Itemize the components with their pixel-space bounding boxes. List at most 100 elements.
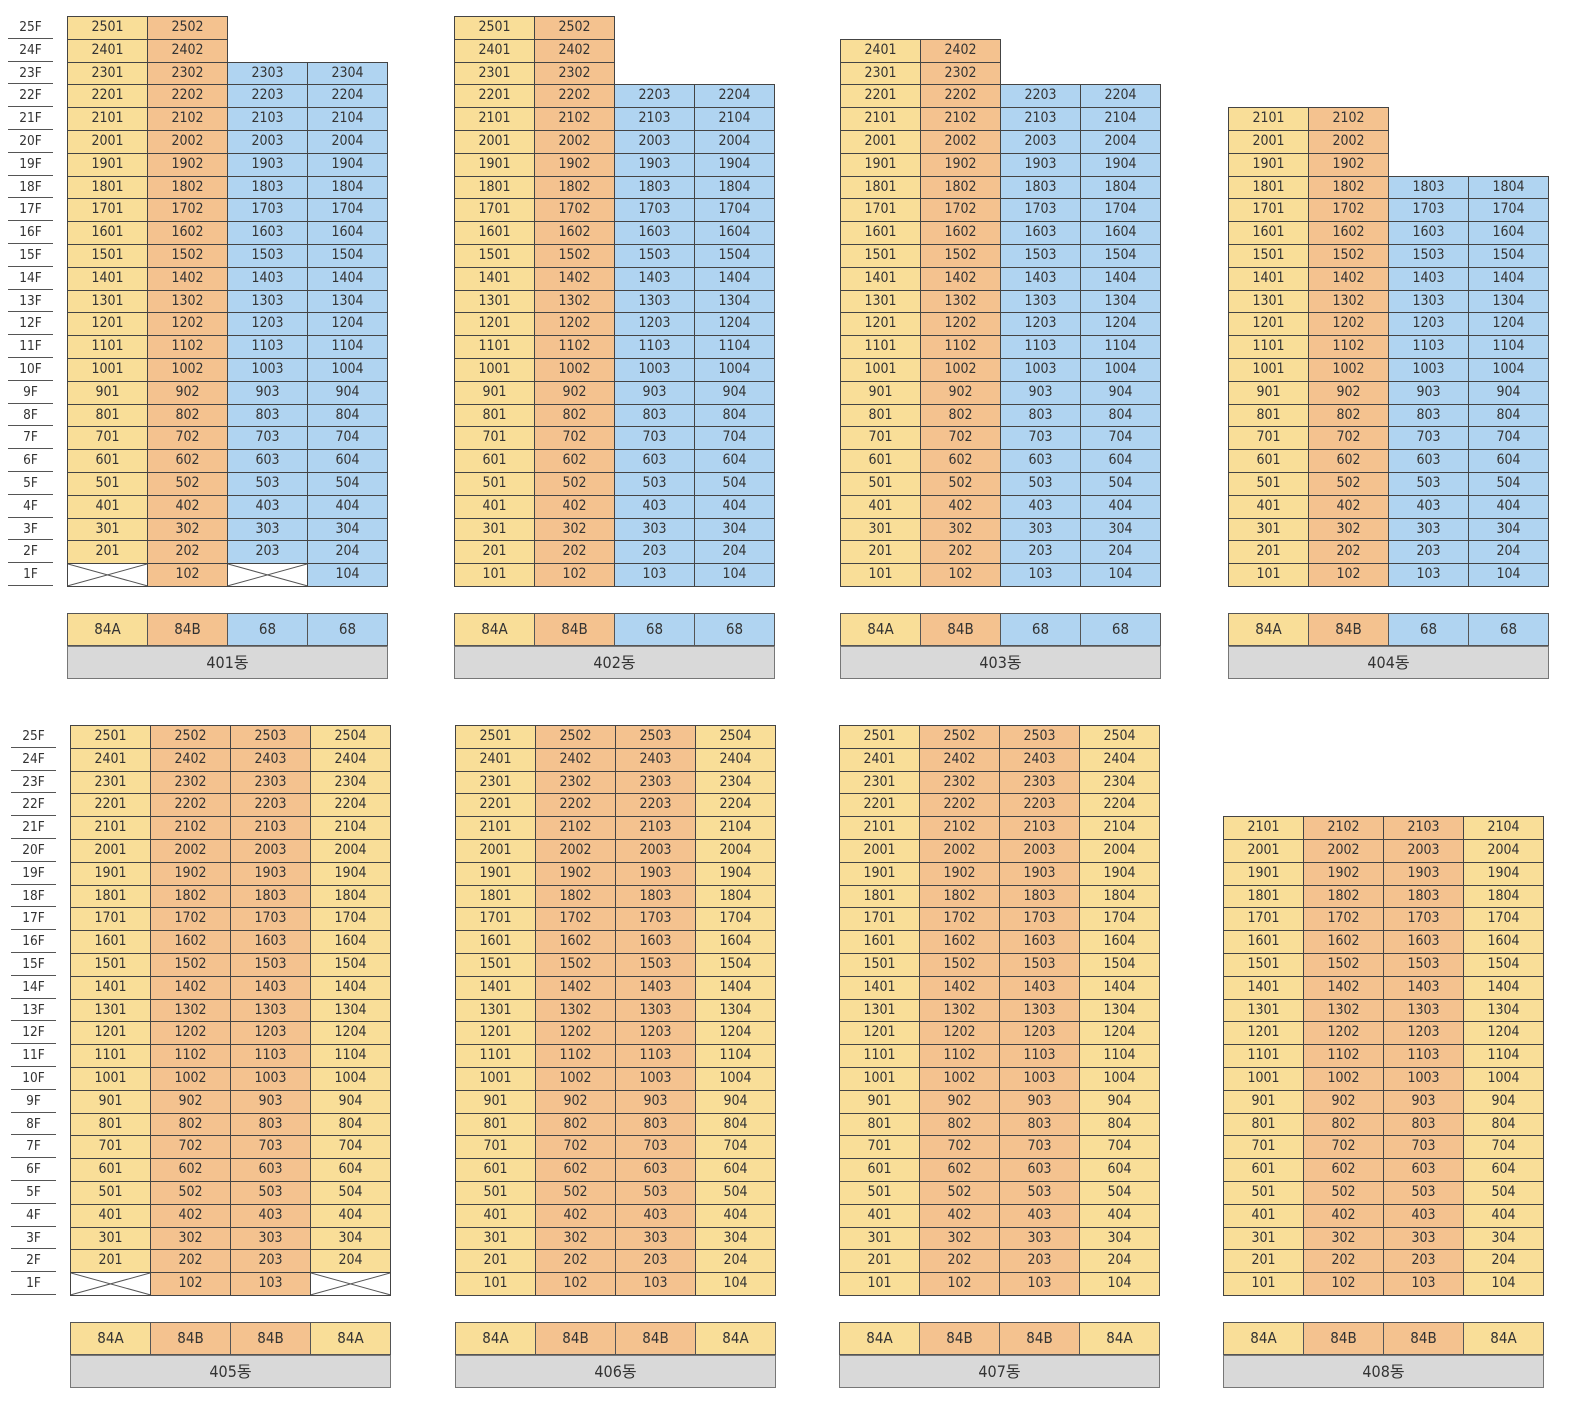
unit-cell: 1304 (1463, 998, 1544, 1023)
unit-cell: 502 (1308, 472, 1389, 496)
unit-cell: 201 (839, 1249, 920, 1274)
unit-cell: 302 (150, 1226, 231, 1251)
unit-cell: 2404 (695, 747, 776, 772)
unit-cell: 1701 (1228, 198, 1309, 223)
unit-cell: 2401 (70, 747, 151, 772)
floor-label: 1F (11, 1272, 56, 1295)
unit-cell: 602 (150, 1158, 231, 1182)
unit-cell: 1203 (999, 1021, 1080, 1046)
unit-cell: 2103 (999, 816, 1080, 840)
unit-cell: 304 (694, 517, 775, 542)
unit-cell: 1204 (1463, 1021, 1544, 1046)
unit-cell: 1302 (1303, 998, 1384, 1023)
empty-unit-cell (227, 563, 308, 587)
floor-label: 4F (8, 495, 53, 518)
unit-cell: 2201 (67, 84, 148, 109)
unit-cell: 1202 (535, 1021, 616, 1046)
unit-cell: 203 (1383, 1249, 1464, 1274)
unit-cell: 2103 (1383, 816, 1464, 840)
floor-label: 11F (11, 1044, 56, 1067)
unit-cell: 404 (1463, 1203, 1544, 1228)
unit-cell: 902 (534, 380, 615, 405)
unit-cell: 1804 (1463, 884, 1544, 909)
unit-cell: 801 (1223, 1112, 1304, 1137)
unit-cell: 501 (67, 472, 148, 496)
floor-label: 12F (11, 1021, 56, 1045)
unit-cell: 1303 (1388, 289, 1469, 314)
unit-cell: 302 (919, 1226, 1000, 1251)
unit-cell: 104 (1079, 1272, 1160, 1296)
unit-cell: 2501 (70, 725, 151, 749)
unit-cell: 1003 (1000, 358, 1081, 382)
unit-type-cell: 68 (1080, 613, 1161, 646)
unit-type-cell: 84B (1308, 613, 1389, 646)
unit-cell: 203 (1388, 540, 1469, 565)
unit-cell: 1502 (150, 953, 231, 977)
unit-cell: 1903 (615, 861, 696, 886)
unit-cell: 903 (1383, 1089, 1464, 1114)
unit-type-cell: 68 (307, 613, 388, 646)
unit-cell: 503 (615, 1181, 696, 1205)
unit-cell: 2203 (999, 793, 1080, 818)
floor-label: 10F (8, 358, 53, 381)
floor-label: 14F (11, 976, 56, 999)
unit-cell: 2504 (1079, 725, 1160, 749)
unit-type-cell: 84A (310, 1322, 391, 1355)
unit-cell: 1904 (695, 861, 776, 886)
unit-cell: 1504 (695, 953, 776, 977)
unit-cell: 303 (615, 1226, 696, 1251)
unit-cell: 703 (614, 426, 695, 451)
unit-cell: 703 (1383, 1135, 1464, 1160)
unit-cell: 1903 (614, 152, 695, 177)
unit-cell: 2504 (310, 725, 391, 749)
unit-cell: 2301 (70, 770, 151, 795)
unit-cell: 501 (454, 472, 535, 496)
unit-cell: 1201 (455, 1021, 536, 1046)
floor-label: 3F (11, 1227, 56, 1250)
unit-cell: 1903 (1383, 861, 1464, 886)
unit-cell: 2502 (535, 725, 616, 749)
unit-cell: 1103 (999, 1044, 1080, 1068)
unit-cell: 1802 (920, 175, 1001, 200)
unit-cell: 202 (1308, 540, 1389, 565)
unit-cell: 1202 (150, 1021, 231, 1046)
floor-label: 23F (11, 771, 56, 794)
unit-cell: 1001 (70, 1067, 151, 1091)
unit-cell: 404 (310, 1203, 391, 1228)
unit-cell: 1004 (695, 1067, 776, 1091)
unit-cell: 1602 (534, 221, 615, 245)
unit-cell: 1904 (310, 861, 391, 886)
unit-cell: 502 (1303, 1181, 1384, 1205)
unit-cell: 503 (614, 472, 695, 496)
unit-cell: 1002 (1303, 1067, 1384, 1091)
unit-type-cell: 84B (230, 1322, 311, 1355)
unit-cell: 1302 (150, 998, 231, 1023)
unit-cell: 704 (1468, 426, 1549, 451)
unit-cell: 804 (1463, 1112, 1544, 1137)
unit-cell: 1102 (1303, 1044, 1384, 1068)
unit-cell: 203 (1000, 540, 1081, 565)
unit-cell: 1201 (70, 1021, 151, 1046)
unit-cell: 401 (455, 1203, 536, 1228)
unit-cell: 103 (615, 1272, 696, 1296)
floor-label: 2F (11, 1249, 56, 1273)
unit-type-cell: 84A (1463, 1322, 1544, 1355)
unit-cell: 702 (1303, 1135, 1384, 1160)
unit-cell: 701 (67, 426, 148, 451)
unit-cell: 1504 (310, 953, 391, 977)
unit-cell: 1603 (1388, 221, 1469, 245)
unit-cell: 303 (1388, 517, 1469, 542)
unit-cell: 501 (455, 1181, 536, 1205)
unit-cell: 2504 (695, 725, 776, 749)
unit-cell: 1603 (615, 930, 696, 954)
unit-cell: 2002 (150, 839, 231, 863)
unit-cell: 202 (150, 1249, 231, 1274)
unit-cell: 1002 (920, 358, 1001, 382)
unit-cell: 403 (615, 1203, 696, 1228)
empty-unit-cell (70, 1272, 151, 1296)
unit-cell: 1701 (1223, 907, 1304, 932)
unit-cell: 601 (840, 449, 921, 473)
unit-cell: 2302 (150, 770, 231, 795)
unit-type-cell: 84A (1079, 1322, 1160, 1355)
unit-cell: 1701 (839, 907, 920, 932)
